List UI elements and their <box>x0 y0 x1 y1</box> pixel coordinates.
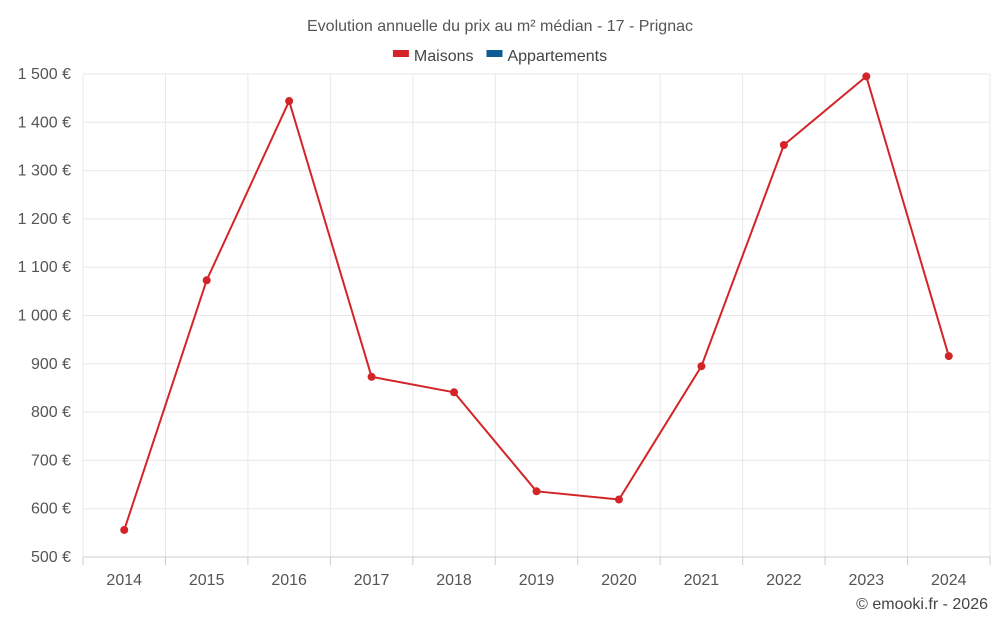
credit-text: © emooki.fr - 2026 <box>856 596 988 613</box>
y-tick-label: 1 500 € <box>18 66 71 83</box>
x-tick-label: 2024 <box>931 572 967 589</box>
data-point[interactable] <box>450 388 459 397</box>
x-tick-label: 2022 <box>766 572 802 589</box>
data-point[interactable] <box>202 276 211 285</box>
legend-label-maisons[interactable]: Maisons <box>414 48 474 65</box>
x-tick-label: 2023 <box>849 572 885 589</box>
data-point[interactable] <box>532 487 541 496</box>
y-tick-label: 1 100 € <box>18 259 71 276</box>
x-tick-label: 2019 <box>519 572 555 589</box>
y-tick-label: 1 200 € <box>18 211 71 228</box>
x-tick-label: 2020 <box>601 572 637 589</box>
data-point[interactable] <box>862 72 871 81</box>
y-tick-label: 600 € <box>31 501 71 518</box>
x-tick-label: 2014 <box>106 572 142 589</box>
y-tick-label: 1 400 € <box>18 114 71 131</box>
x-tick-label: 2017 <box>354 572 390 589</box>
y-tick-label: 1 000 € <box>18 308 71 325</box>
y-tick-label: 700 € <box>31 452 71 469</box>
y-tick-label: 1 300 € <box>18 163 71 180</box>
x-tick-label: 2018 <box>436 572 472 589</box>
x-tick-label: 2015 <box>189 572 225 589</box>
x-tick-label: 2021 <box>684 572 720 589</box>
chart-title: Evolution annuelle du prix au m² médian … <box>307 18 693 35</box>
legend: Maisons Appartements <box>392 48 607 65</box>
y-tick-label: 800 € <box>31 404 71 421</box>
axes: 500 € 600 € 700 € 800 € 900 € 1 000 € 1 100 € 1… <box>18 66 991 589</box>
y-tick-label: 900 € <box>31 356 71 373</box>
grid <box>82 73 991 558</box>
data-point[interactable] <box>779 141 788 150</box>
data-point[interactable] <box>944 352 953 361</box>
x-tick-label: 2016 <box>271 572 307 589</box>
series <box>120 72 953 534</box>
data-point[interactable] <box>614 495 623 504</box>
data-point[interactable] <box>285 97 294 106</box>
data-point[interactable] <box>120 525 129 534</box>
data-point[interactable] <box>697 362 706 371</box>
y-tick-label: 500 € <box>31 549 71 566</box>
legend-swatch-maisons <box>392 50 409 57</box>
legend-label-appartements[interactable]: Appartements <box>507 48 607 65</box>
legend-swatch-appartements <box>486 50 503 57</box>
data-point[interactable] <box>367 372 376 381</box>
